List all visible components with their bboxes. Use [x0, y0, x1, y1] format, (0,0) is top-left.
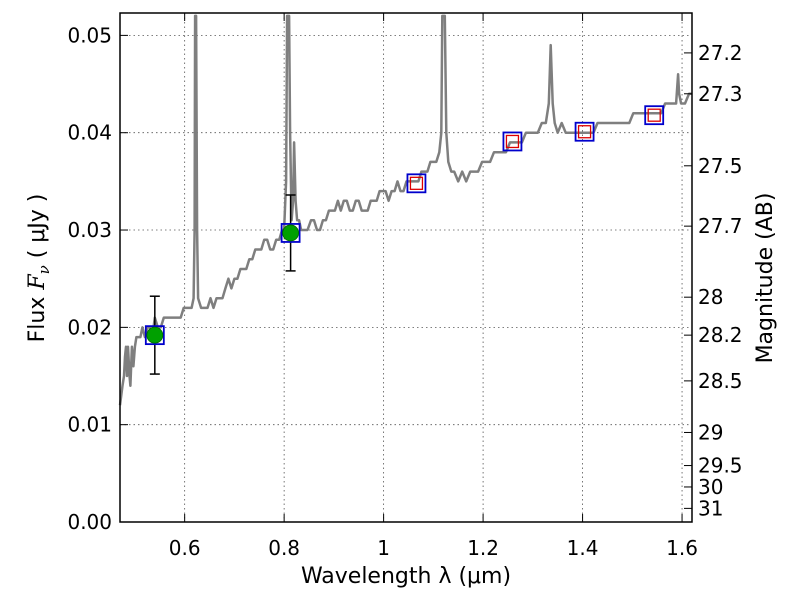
magnitude-tick-label: 31 [698, 496, 723, 520]
model-square-marker [406, 173, 427, 194]
x-tick-label: 0.8 [268, 536, 300, 560]
prediction-square-marker [505, 134, 520, 149]
y-axis-label: Flux Fν ( μJy ) [25, 194, 53, 343]
x-tick-label: 1.4 [567, 536, 599, 560]
x-tick-label: 0.6 [169, 536, 201, 560]
x-tick-label: 1.2 [467, 536, 499, 560]
spectrum-line [118, 14, 692, 406]
x-axis-label: Wavelength λ (μm) [301, 564, 511, 589]
spectrum-layer [118, 14, 692, 406]
y-axis-label-suffix: ( μJy ) [25, 194, 50, 266]
magnitude-tick-label: 27.5 [698, 154, 743, 178]
y-axis-ticks: 0.00 0.01 0.02 0.03 0.04 0.05 [67, 23, 128, 534]
plot-frame [119, 12, 693, 523]
x-axis-ticks: 0.6 0.8 1 1.2 1.4 1.6 [169, 13, 698, 560]
magnitude-tick-label: 29.5 [698, 454, 743, 478]
y-axis-label-prefix: Flux [25, 290, 50, 343]
y-tick-label: 0.04 [67, 121, 112, 145]
model-square-marker [644, 105, 665, 126]
magnitude-tick-label: 28.2 [698, 323, 743, 347]
y-tick-label: 0.01 [67, 413, 112, 437]
prediction-square-marker [577, 125, 592, 139]
y-tick-label: 0.05 [67, 23, 112, 47]
prediction-square-marker [409, 176, 424, 190]
magnitude-tick-label: 27.7 [698, 214, 743, 238]
y-axis-label-symbol: F [25, 274, 50, 291]
magnitude-tick-label: 29 [698, 420, 723, 444]
model-square-marker [502, 131, 523, 152]
magnitude-tick-label: 28 [698, 285, 723, 309]
model-square-marker [574, 121, 595, 142]
magnitude-tick-label: 30 [698, 475, 723, 499]
observed-flux-point [146, 326, 164, 344]
x-tick-label: 1.6 [666, 536, 698, 560]
y-tick-label: 0.02 [67, 315, 112, 339]
observed-flux-point [282, 224, 300, 242]
model-square-marker [280, 223, 301, 243]
y-tick-label: 0.03 [67, 218, 112, 242]
prediction-square-marker [647, 108, 661, 122]
model-square-marker [144, 325, 165, 346]
magnitude-tick-label: 27.2 [698, 41, 743, 65]
magnitude-tick-label: 27.3 [698, 82, 743, 106]
x-tick-label: 1 [377, 536, 390, 560]
photometry-layer [144, 105, 665, 375]
magnitude-tick-label: 28.5 [698, 369, 743, 393]
magnitude-axis-label: Magnitude (AB) [753, 193, 778, 364]
y-tick-label: 0.00 [67, 510, 112, 534]
y-axis-label-subscript: ν [35, 265, 53, 274]
